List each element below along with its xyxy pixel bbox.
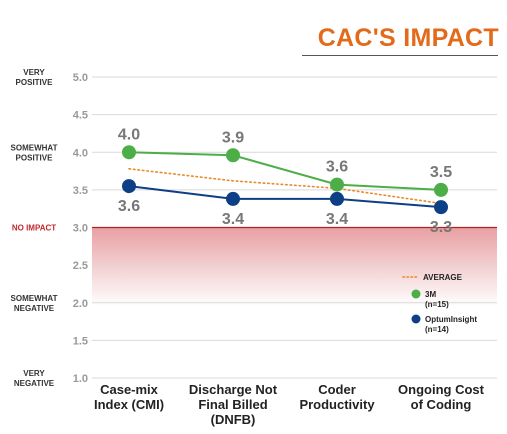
legend-swatch-3m <box>411 289 421 299</box>
series-line-average <box>128 168 442 205</box>
legend-label-3m: 3M <box>425 290 436 299</box>
data-point-3m <box>330 177 344 192</box>
data-label-3m: 3.6 <box>326 159 348 176</box>
y-category-label: NO IMPACT <box>12 224 56 233</box>
data-point-optuminsight <box>122 179 136 194</box>
x-category-label: Case-mix <box>100 382 159 397</box>
x-category-label: Coder <box>318 382 356 397</box>
data-point-optuminsight <box>330 191 344 206</box>
series-line-optuminsight <box>128 185 442 209</box>
legend-label-average: AVERAGE <box>423 273 463 282</box>
chart-title: CAC'S IMPACT <box>317 24 499 52</box>
legend-swatch-optuminsight <box>411 314 421 324</box>
y-category-label: SOMEWHAT <box>11 294 58 303</box>
data-label-optuminsight: 3.4 <box>326 211 348 228</box>
data-label-3m: 3.9 <box>222 129 244 146</box>
y-category-label: POSITIVE <box>16 153 54 162</box>
data-point-3m <box>122 145 136 160</box>
y-category-label: VERY <box>23 369 45 378</box>
y-tick-label: 2.0 <box>73 298 88 310</box>
data-point-optuminsight <box>434 200 448 215</box>
y-category-label: POSITIVE <box>16 78 54 87</box>
y-tick-label: 4.5 <box>73 110 88 122</box>
y-category-label: SOMEWHAT <box>11 143 58 152</box>
legend-note-3m: (n=15) <box>425 300 449 309</box>
legend-note-optuminsight: (n=14) <box>425 325 449 334</box>
data-point-3m <box>226 148 240 163</box>
x-category-label: (DNFB) <box>211 412 256 427</box>
data-label-optuminsight: 3.4 <box>222 211 244 228</box>
data-label-3m: 4.0 <box>118 126 140 143</box>
y-tick-label: 3.5 <box>73 185 88 197</box>
y-category-label: NEGATIVE <box>14 379 55 388</box>
data-label-optuminsight: 3.6 <box>118 198 140 215</box>
x-category-label: of Coding <box>411 397 472 412</box>
x-category-label: Ongoing Cost <box>398 382 485 397</box>
title-underline <box>302 55 498 56</box>
data-point-optuminsight <box>226 191 240 206</box>
y-category-label: VERY <box>23 68 45 77</box>
data-label-optuminsight: 3.3 <box>430 219 452 236</box>
y-tick-label: 4.0 <box>73 147 88 159</box>
y-tick-label: 1.0 <box>73 373 88 385</box>
x-category-label: Productivity <box>299 397 375 412</box>
y-category-label: NEGATIVE <box>14 304 55 313</box>
series-line-3m <box>128 151 442 191</box>
y-tick-label: 3.0 <box>73 223 88 235</box>
legend-label-optuminsight: OptumInsight <box>425 315 477 324</box>
x-category-label: Final Billed <box>198 397 267 412</box>
x-category-label: Discharge Not <box>189 382 278 397</box>
y-tick-label: 1.5 <box>73 335 88 347</box>
y-tick-label: 2.5 <box>73 260 88 272</box>
x-category-label: Index (CMI) <box>94 397 164 412</box>
data-label-3m: 3.5 <box>430 164 452 181</box>
y-tick-label: 5.0 <box>73 72 88 84</box>
data-point-3m <box>434 182 448 197</box>
negative-region-shade <box>92 227 497 307</box>
